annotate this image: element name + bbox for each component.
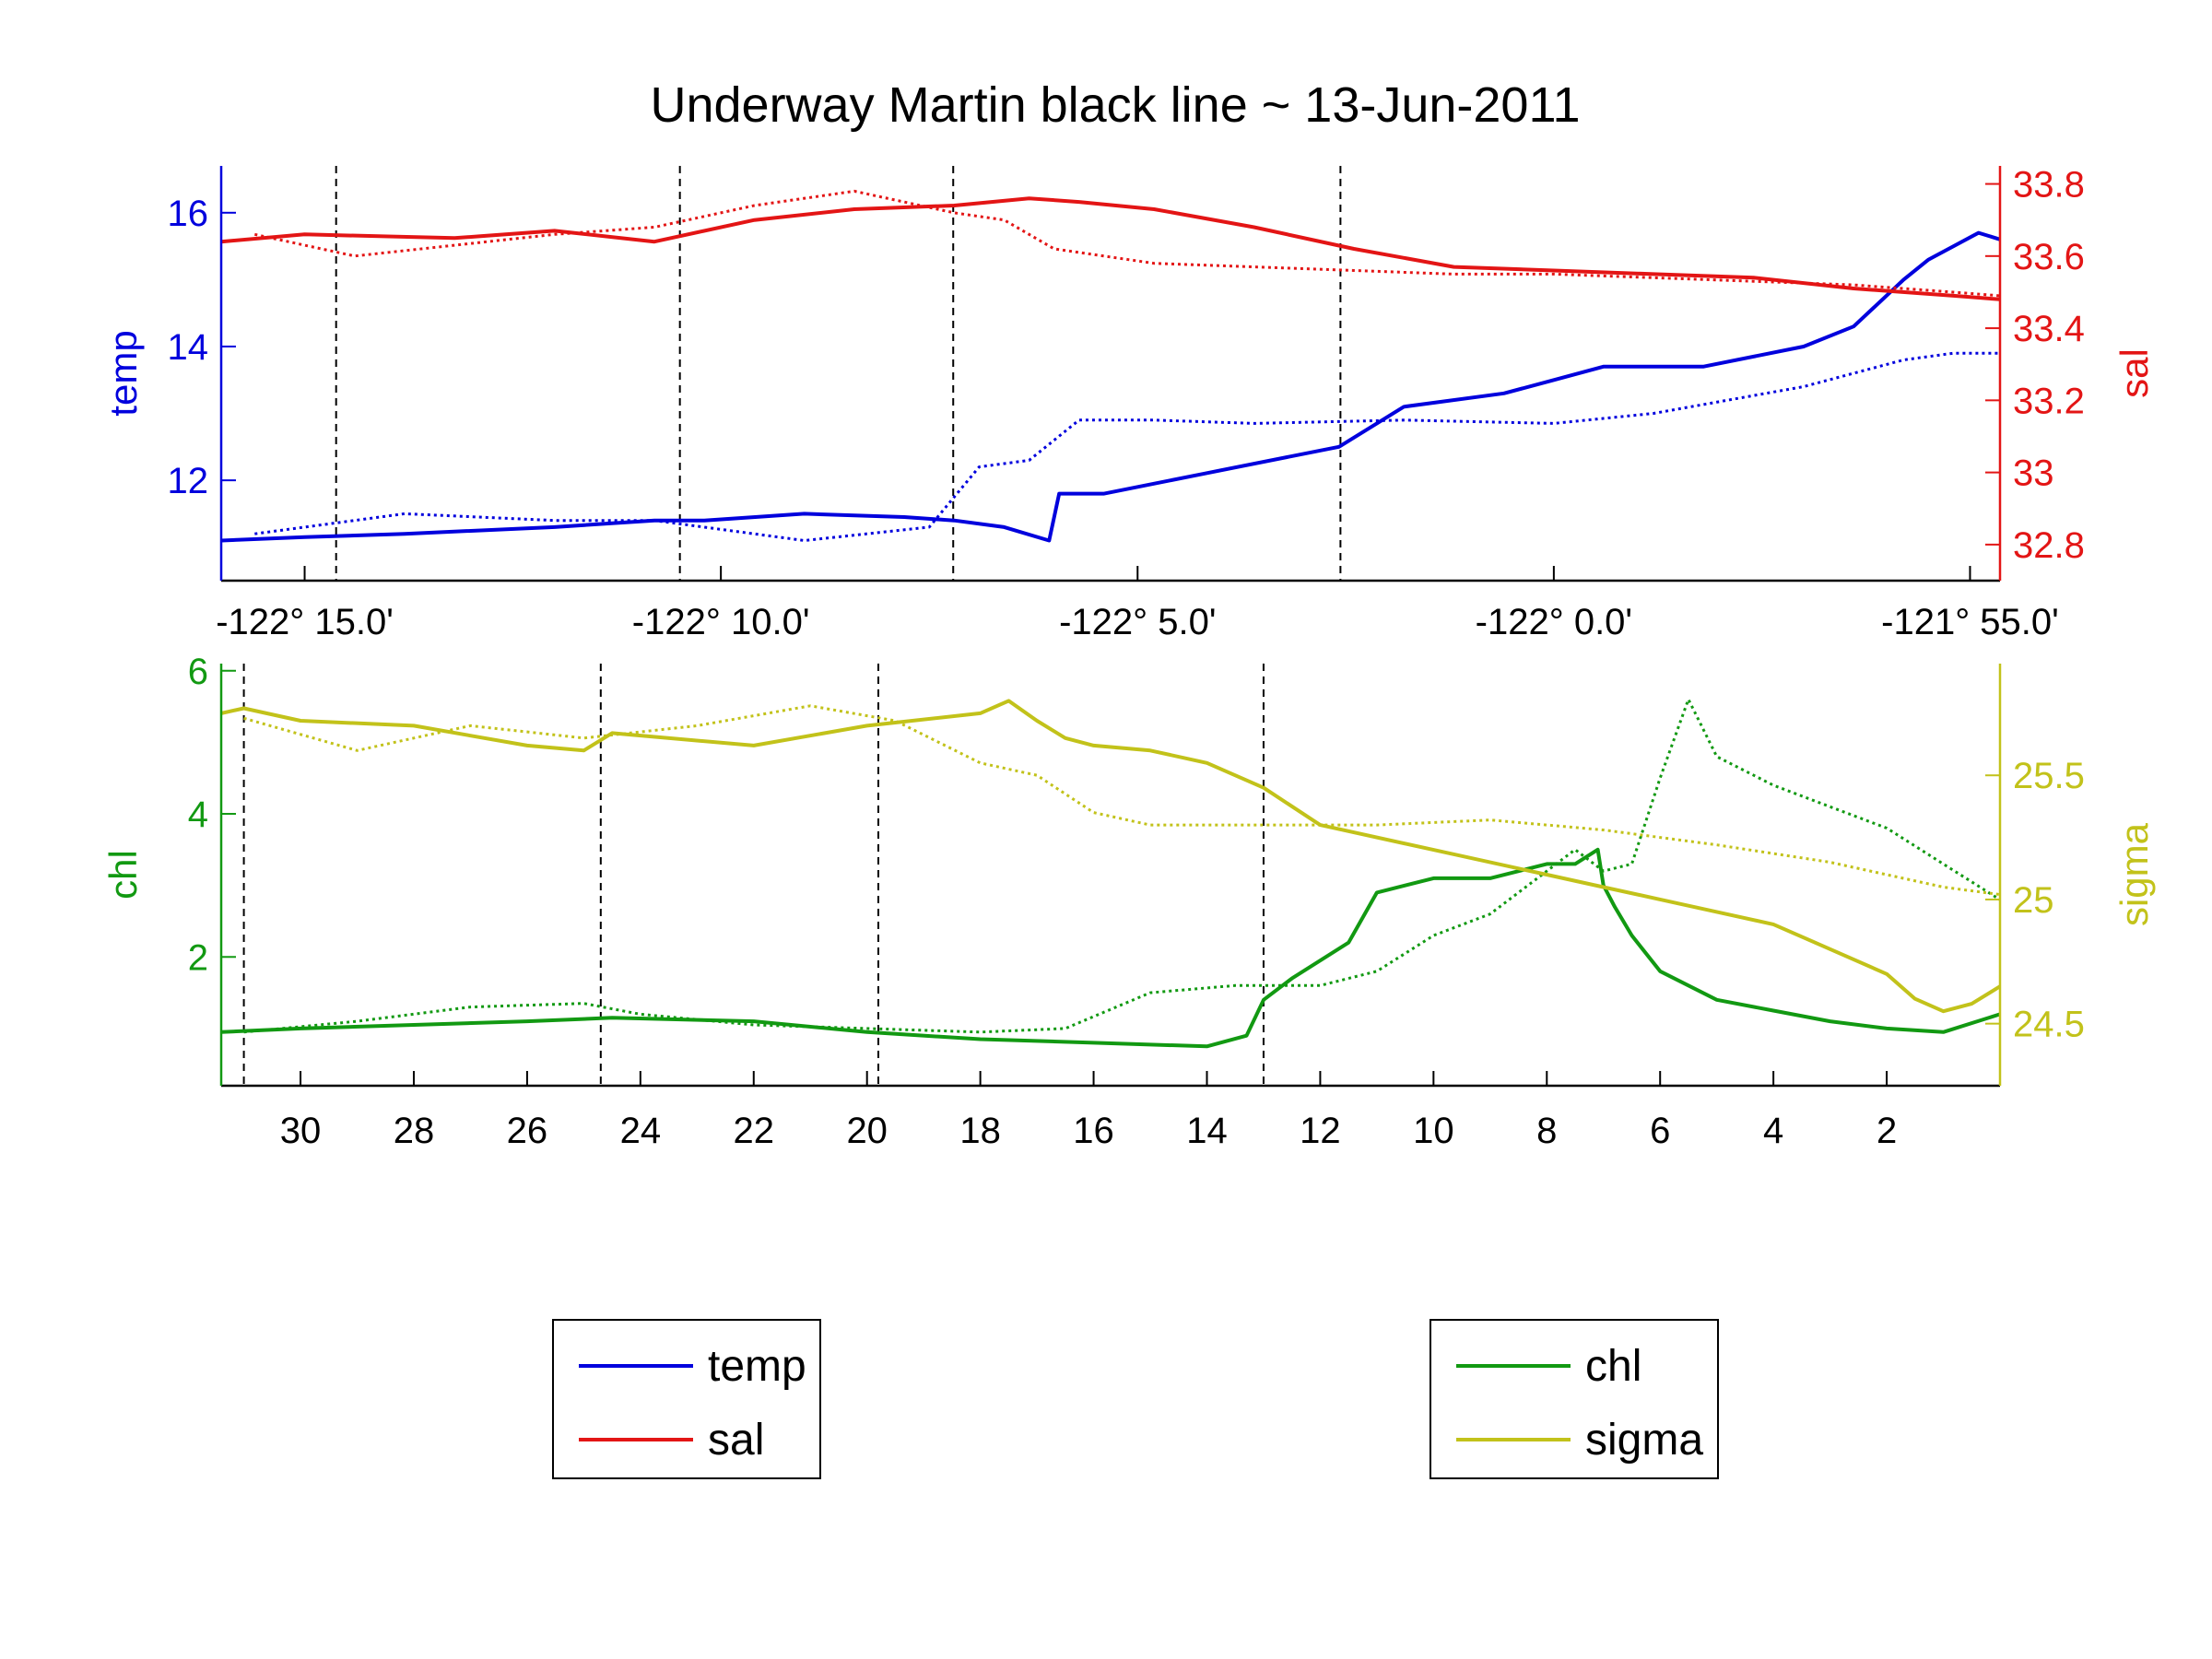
series-temp-dotted: [254, 351, 2000, 542]
left-tick-label: 6: [188, 652, 208, 692]
series-chl-solid: [220, 847, 2001, 1049]
left-axis-label: temp: [101, 330, 145, 416]
x-tick-label: 30: [280, 1111, 322, 1151]
x-tick-label: 24: [620, 1111, 662, 1151]
series-chl-dotted: [243, 698, 2001, 1034]
left-tick-label: 12: [168, 461, 209, 501]
left-tick-label: 2: [188, 937, 208, 978]
right-tick-label: 33.4: [2013, 309, 2085, 349]
right-tick-label: 24.5: [2013, 1005, 2085, 1045]
x-tick-label: 20: [846, 1111, 888, 1151]
right-axis-label: sigma: [2112, 822, 2156, 926]
right-tick-label: 25: [2013, 880, 2054, 921]
legend-label-sigma: sigma: [1585, 1416, 1703, 1465]
left-axis-label: chl: [101, 850, 145, 900]
x-tick-label: 18: [959, 1111, 1001, 1151]
x-tick-label: 28: [394, 1111, 435, 1151]
x-tick-label: -121° 55.0': [1881, 602, 2059, 642]
right-tick-label: 25.5: [2013, 756, 2085, 796]
left-tick-label: 14: [168, 327, 209, 368]
series-temp-solid: [220, 230, 2001, 543]
legend-label-chl: chl: [1585, 1342, 1641, 1391]
right-axis-label: sal: [2112, 348, 2156, 398]
x-tick-label: 16: [1073, 1111, 1114, 1151]
right-tick-label: 33.8: [2013, 165, 2085, 206]
x-tick-label: -122° 15.0': [216, 602, 394, 642]
series-sigma-solid: [220, 699, 2002, 1014]
x-tick-label: 26: [507, 1111, 548, 1151]
legend-box: [552, 1319, 821, 1479]
x-tick-label: 8: [1536, 1111, 1557, 1151]
legend-temp-sal: temp sal: [552, 1319, 821, 1479]
top-panel: -122° 15.0' -122° 10.0' -122° 5.0' -122° 0.…: [101, 165, 2156, 642]
legend-label-sal: sal: [708, 1416, 764, 1465]
legend-box: [1430, 1319, 1719, 1479]
legend-label-temp: temp: [708, 1342, 806, 1391]
left-tick-label: 16: [168, 194, 209, 234]
x-tick-label: 14: [1186, 1111, 1228, 1151]
x-tick-label: 6: [1650, 1111, 1670, 1151]
bottom-panel: 30 28 26 24 22 20 18 16 14 12 10 8 6 4 224624.52525.5c…: [101, 652, 2156, 1151]
x-tick-label: -122° 10.0': [632, 602, 810, 642]
series-sal-solid: [220, 196, 2001, 301]
legend-chl-sigma: chl sigma: [1430, 1319, 1719, 1479]
x-tick-label: -122° 0.0': [1476, 602, 1632, 642]
x-tick-label: 4: [1763, 1111, 1783, 1151]
right-tick-label: 32.8: [2013, 525, 2085, 566]
right-tick-label: 33.6: [2013, 237, 2085, 277]
x-tick-label: 12: [1300, 1111, 1341, 1151]
x-tick-label: 2: [1877, 1111, 1897, 1151]
x-tick-label: 22: [734, 1111, 775, 1151]
right-tick-label: 33: [2013, 453, 2054, 494]
x-tick-label: -122° 5.0': [1059, 602, 1216, 642]
series-sigma-dotted: [243, 704, 2001, 897]
right-tick-label: 33.2: [2013, 381, 2085, 421]
chart-title: Underway Martin black line ~ 13-Jun-2011: [650, 77, 1580, 133]
x-tick-label: 10: [1413, 1111, 1454, 1151]
left-tick-label: 4: [188, 794, 208, 835]
